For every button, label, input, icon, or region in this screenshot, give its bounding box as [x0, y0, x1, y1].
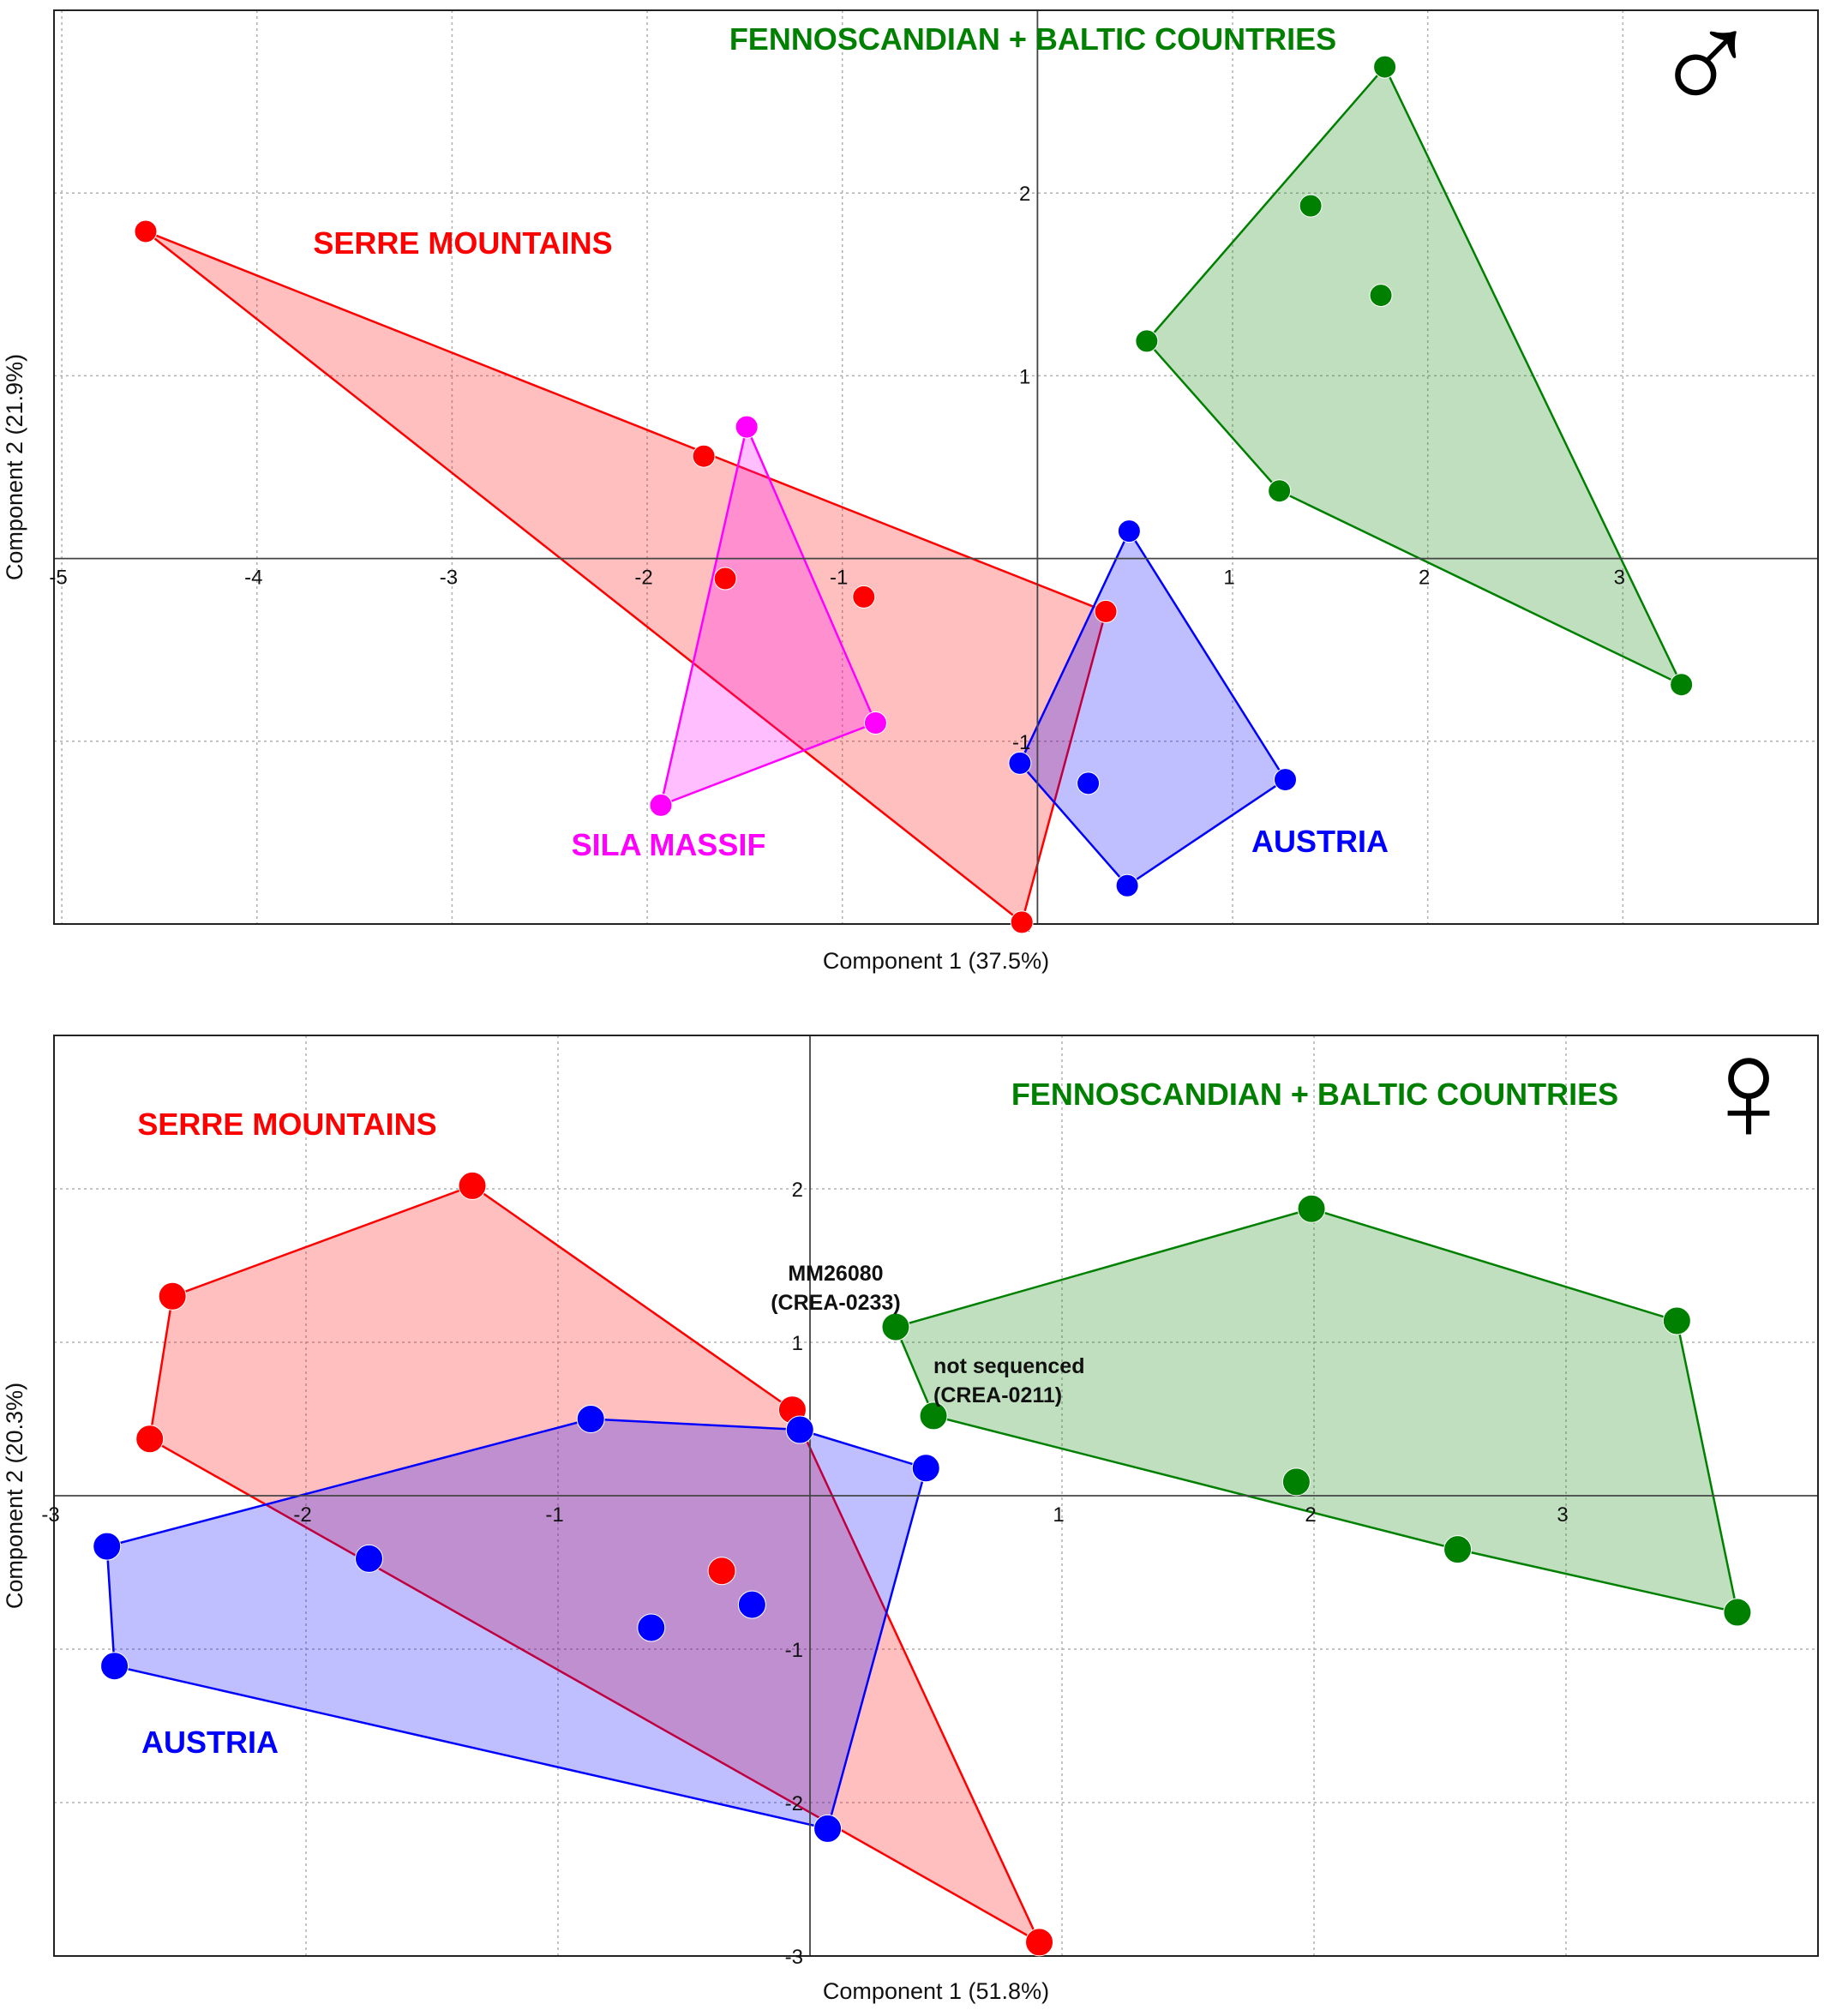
group-label: SERRE MOUNTAINS	[313, 225, 612, 261]
data-point	[458, 1171, 487, 1200]
x-tick-label: -5	[49, 567, 67, 590]
convex-hull-3	[1145, 64, 1684, 687]
data-point	[135, 1425, 165, 1454]
data-point	[737, 1590, 766, 1619]
plot-frame	[53, 1035, 1819, 1957]
data-point	[713, 567, 737, 591]
x-tick-label: -2	[634, 567, 652, 590]
point-annotation: (CREA-0211)	[933, 1383, 1062, 1407]
data-point	[1281, 1467, 1311, 1497]
data-point	[813, 1814, 843, 1843]
data-point	[1094, 599, 1118, 623]
data-point	[1274, 768, 1298, 792]
data-point	[649, 793, 673, 817]
convex-hull-2	[894, 1207, 1739, 1614]
point-annotation: not sequenced	[933, 1354, 1084, 1378]
data-point	[576, 1405, 605, 1433]
y-tick-label: 2	[792, 1179, 803, 1202]
data-point	[1117, 519, 1141, 543]
data-point	[134, 219, 158, 243]
data-point	[1115, 873, 1139, 897]
data-point	[1670, 673, 1694, 697]
point-annotation: (CREA-0233)	[771, 1291, 900, 1315]
x-tick-label: -3	[41, 1503, 59, 1527]
data-point	[93, 1532, 122, 1561]
data-point	[1077, 771, 1101, 795]
data-point	[1299, 194, 1323, 218]
male-symbol: ♂	[1651, 0, 1761, 145]
data-point	[919, 1401, 948, 1431]
y-tick-label: -2	[785, 1792, 803, 1815]
x-tick-label: 2	[1419, 567, 1430, 590]
x-tick-label: -2	[293, 1503, 311, 1527]
data-point	[158, 1281, 187, 1311]
female-symbol: ♀	[1694, 1009, 1803, 1172]
group-label: FENNOSCANDIAN + BALTIC COUNTRIES	[729, 21, 1336, 57]
data-point	[863, 711, 887, 735]
y-tick-label: 1	[1019, 365, 1030, 388]
x-tick-label: -4	[244, 567, 262, 590]
convex-hull-1	[659, 423, 878, 807]
data-point	[1297, 1194, 1326, 1223]
data-point	[1443, 1535, 1473, 1564]
data-point	[1025, 1928, 1054, 1957]
data-point	[785, 1415, 814, 1444]
y-tick-label: -3	[785, 1946, 803, 1969]
y-tick-label: 1	[792, 1332, 803, 1355]
x-tick-label: 3	[1614, 567, 1625, 590]
pca-panel-female: -3 -2 -1 1 2 3 -3 -2 -1 1 2 SERRE MOUNTAINS AUSTRIA F…	[2, 1009, 1819, 2004]
data-point	[735, 415, 759, 439]
convex-hull-0	[148, 1185, 1042, 1945]
x-tick-label: 1	[1223, 567, 1234, 590]
data-point	[1373, 55, 1397, 79]
y-tick-label: -1	[1012, 731, 1030, 754]
x-tick-label: 3	[1557, 1503, 1568, 1527]
data-point	[852, 585, 876, 609]
data-point	[1010, 910, 1034, 934]
x-tick-label: -3	[440, 567, 458, 590]
data-point	[637, 1613, 666, 1642]
group-label: AUSTRIA	[1251, 824, 1389, 859]
data-point	[1369, 284, 1393, 308]
data-point	[1135, 329, 1159, 353]
data-point	[1008, 751, 1032, 775]
data-point	[911, 1454, 940, 1483]
data-point	[881, 1312, 910, 1341]
convex-hull-2	[1018, 529, 1287, 887]
group-label: AUSTRIA	[141, 1725, 279, 1760]
convex-hull-0	[145, 230, 1107, 925]
y-axis-title: Component 2 (21.9%)	[2, 354, 27, 580]
x-tick-label: -1	[830, 567, 848, 590]
data-point	[355, 1544, 383, 1573]
data-point	[1268, 479, 1292, 503]
data-point	[100, 1652, 129, 1681]
group-label: SILA MASSIF	[572, 827, 766, 862]
data-point	[707, 1557, 736, 1586]
data-point	[692, 444, 716, 468]
y-tick-label: 2	[1019, 183, 1030, 206]
x-axis-title: Component 1 (37.5%)	[823, 948, 1049, 974]
point-annotation: MM26080	[788, 1262, 883, 1286]
x-tick-label: 1	[1053, 1503, 1064, 1527]
y-tick-label: -1	[785, 1639, 803, 1662]
group-label: SERRE MOUNTAINS	[137, 1107, 436, 1142]
data-point	[1662, 1306, 1691, 1335]
x-axis-title: Component 1 (51.8%)	[823, 1978, 1049, 2004]
x-tick-label: 2	[1305, 1503, 1316, 1527]
plot-frame	[53, 9, 1819, 925]
x-tick-label: -1	[545, 1503, 563, 1527]
data-point	[1723, 1598, 1752, 1627]
y-axis-title: Component 2 (20.3%)	[2, 1383, 27, 1609]
group-label: FENNOSCANDIAN + BALTIC COUNTRIES	[1011, 1077, 1618, 1112]
